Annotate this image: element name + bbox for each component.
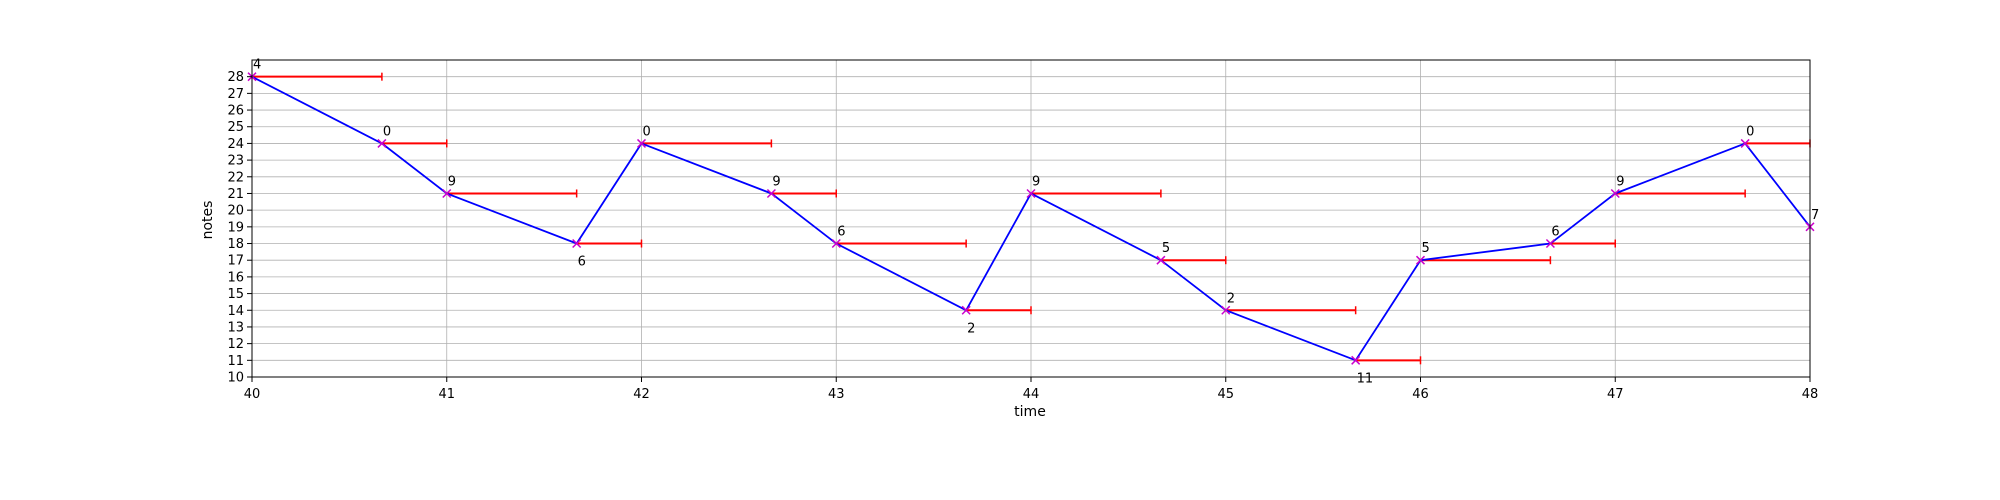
x-tick-label: 45 — [1217, 387, 1234, 402]
note-marker — [1156, 255, 1166, 265]
note-label: 0 — [1746, 124, 1754, 139]
x-tick-label: 47 — [1607, 387, 1624, 402]
axes: 1011121314151617181920212223242526272840… — [227, 59, 1819, 402]
y-tick-label: 19 — [227, 220, 244, 235]
x-tick-label: 41 — [438, 387, 455, 402]
note-marker — [442, 188, 452, 199]
note-label: 0 — [643, 124, 651, 139]
y-tick-label: 13 — [227, 320, 244, 335]
x-axis-label: time — [1014, 404, 1046, 420]
note-label: 9 — [1032, 174, 1040, 189]
duration-segments — [252, 72, 1811, 365]
y-tick-label: 12 — [227, 337, 244, 352]
note-label: 9 — [1616, 174, 1624, 189]
note-label: 9 — [772, 174, 780, 189]
note-marker — [572, 238, 582, 249]
y-tick-label: 11 — [227, 354, 244, 369]
note-marker — [636, 138, 647, 148]
y-tick-label: 15 — [227, 287, 244, 302]
note-marker — [377, 138, 387, 148]
note-label: 9 — [448, 174, 456, 189]
y-axis-label: notes — [200, 201, 216, 240]
x-tick-label: 43 — [828, 387, 845, 402]
note-label: 6 — [578, 255, 586, 270]
y-tick-label: 23 — [227, 154, 244, 169]
x-tick-label: 40 — [244, 387, 261, 402]
x-tick-label: 44 — [1023, 387, 1040, 402]
y-tick-label: 17 — [227, 254, 244, 269]
y-tick-label: 18 — [227, 237, 244, 252]
note-marker — [766, 188, 776, 199]
note-label: 4 — [253, 58, 261, 73]
y-tick-label: 21 — [227, 187, 244, 202]
y-tick-label: 16 — [227, 270, 244, 285]
note-marker — [1740, 138, 1750, 148]
note-label: 7 — [1811, 208, 1819, 223]
y-tick-label: 24 — [227, 137, 244, 152]
y-tick-label: 25 — [227, 120, 244, 135]
note-labels: 4 0 9 6 0 9 6 2 9 5 2 11 5 6 9 0 7 — [253, 58, 1819, 387]
note-marker — [1221, 305, 1231, 315]
note-label: 5 — [1422, 241, 1430, 256]
note-label: 2 — [1227, 291, 1235, 306]
y-tick-label: 26 — [227, 104, 244, 119]
note-marker — [1026, 188, 1036, 199]
note-label: 2 — [967, 321, 975, 336]
y-tick-label: 28 — [227, 70, 244, 85]
x-tick-label: 46 — [1412, 387, 1429, 402]
note-marker — [1610, 188, 1620, 199]
y-tick-label: 14 — [227, 304, 244, 319]
note-markers — [247, 72, 1815, 365]
note-marker — [961, 305, 971, 315]
x-tick-label: 42 — [633, 387, 650, 402]
note-marker — [1415, 255, 1426, 265]
y-tick-label: 10 — [227, 371, 244, 386]
plot-frame — [251, 59, 1811, 378]
x-tick-label: 48 — [1802, 387, 1819, 402]
note-label: 6 — [1551, 225, 1559, 240]
note-label: 0 — [383, 124, 391, 139]
note-marker — [1545, 238, 1555, 249]
note-label: 5 — [1162, 241, 1170, 256]
note-label: 11 — [1357, 371, 1374, 386]
note-label: 6 — [837, 225, 845, 240]
note-marker — [831, 238, 841, 249]
y-tick-label: 22 — [227, 170, 244, 185]
note-marker — [1351, 355, 1361, 365]
y-tick-label: 27 — [227, 87, 244, 102]
y-tick-label: 20 — [227, 204, 244, 219]
grid — [251, 60, 1811, 378]
